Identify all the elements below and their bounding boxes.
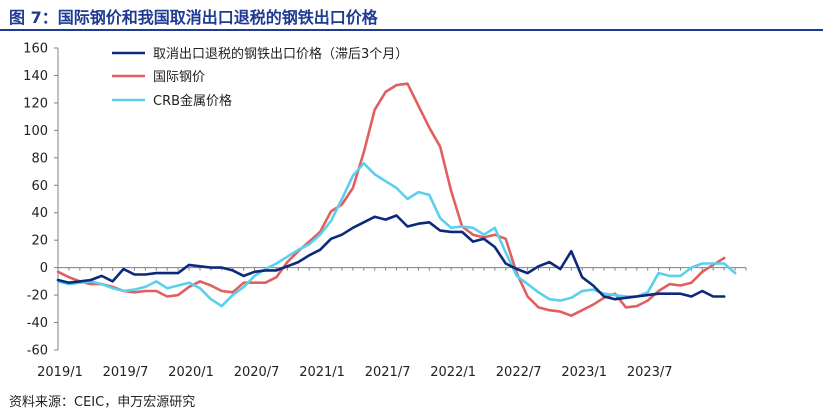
x-tick-label: 2023/1	[561, 365, 607, 380]
legend: 取消出口退税的钢铁出口价格（滞后3个月） 国际钢价 CRB金属价格	[112, 46, 408, 109]
y-tick-label: 100	[23, 124, 48, 139]
x-tick-label: 2019/7	[103, 365, 149, 380]
x-tick-label: 2019/1	[37, 365, 83, 380]
series-line-0	[56, 214, 726, 301]
series-line-2	[56, 162, 737, 308]
legend-label-0: 取消出口退税的钢铁出口价格（滞后3个月）	[153, 46, 408, 62]
title-underline	[0, 29, 823, 31]
source-note: 资料来源：CEIC，申万宏源研究	[9, 395, 196, 410]
y-tick-label: 20	[31, 234, 48, 249]
y-tick-label: 160	[23, 42, 48, 57]
x-tick-label: 2021/7	[365, 365, 411, 380]
x-tick-label: 2022/7	[496, 365, 542, 380]
y-tick-label: 40	[31, 206, 48, 221]
chart-title: 图 7：国际钢价和我国取消出口退税的钢铁出口价格	[9, 8, 378, 27]
series-layer	[56, 82, 737, 318]
x-tick-label: 2023/7	[627, 365, 673, 380]
y-tick-label: -40	[27, 316, 48, 331]
legend-label-1: 国际钢价	[153, 70, 205, 85]
y-tick-label: 0	[40, 261, 48, 276]
y-axis: -60 -40 -20 0 20 40 60 80 100 120 140 160	[23, 42, 59, 359]
y-tick-label: 60	[31, 179, 48, 194]
y-tick-label: 140	[23, 69, 48, 84]
y-tick-label: 120	[23, 96, 48, 111]
x-tick-label: 2020/1	[168, 365, 214, 380]
y-tick-label: 80	[31, 151, 48, 166]
y-tick-label: -20	[27, 289, 48, 304]
x-axis: 2019/1 2019/7 2020/1 2020/7 2021/1 2021/7 2022…	[37, 267, 747, 380]
y-tick-label: -60	[27, 344, 48, 359]
x-tick-label: 2021/1	[299, 365, 345, 380]
legend-label-2: CRB金属价格	[153, 93, 232, 109]
x-tick-label: 2022/1	[430, 365, 476, 380]
x-tick-label: 2020/7	[234, 365, 280, 380]
